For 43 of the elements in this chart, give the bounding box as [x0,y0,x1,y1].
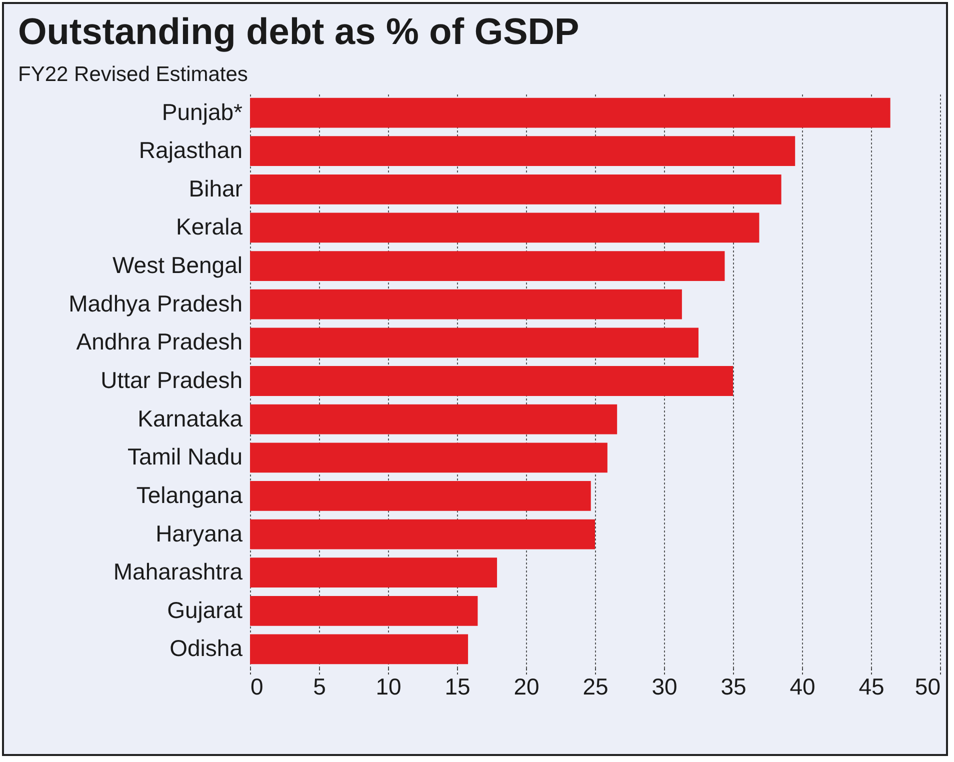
bar [250,519,595,550]
chart-title: Outstanding debt as % of GSDP [18,11,580,52]
y-tick-label: Madhya Pradesh [68,290,242,316]
bar [250,251,725,281]
y-tick-label: West Bengal [112,252,242,278]
x-tick-label: 40 [790,674,816,700]
y-tick-label: Odisha [170,635,243,662]
x-tick-label: 20 [514,674,540,700]
bar [250,404,618,434]
bar [250,596,478,626]
x-tick-label: 0 [250,674,264,700]
y-tick-label: Karnataka [138,405,243,432]
y-tick-label: Haryana [156,520,243,546]
bar [250,558,498,588]
y-tick-label: Punjab* [162,98,243,125]
bar [250,442,608,473]
y-tick-label: Maharashtra [113,558,243,585]
y-tick-label: Uttar Pradesh [100,367,242,393]
y-tick-label: Kerala [176,214,243,240]
bar [250,212,760,243]
bar [250,136,796,166]
x-tick-label: 30 [652,674,678,700]
bar [250,98,890,128]
x-tick-label: 50 [914,674,940,700]
chart-subtitle: FY22 Revised Estimates [18,63,248,86]
x-tick-label: 25 [582,674,608,700]
x-tick-label: 5 [313,674,326,700]
x-tick-label: 10 [376,674,402,700]
x-tick-label: 45 [858,674,884,700]
y-tick-label: Rajasthan [138,137,242,164]
bar [250,174,782,204]
y-tick-label: Andhra Pradesh [76,328,242,355]
bar [250,289,682,320]
x-tick-label: 35 [720,674,746,700]
bar [250,328,698,358]
bar [250,634,468,664]
y-tick-label: Bihar [188,175,243,202]
x-tick-label: 15 [444,674,470,700]
y-tick-label: Tamil Nadu [127,444,242,470]
y-tick-label: Telangana [136,482,243,508]
bar [250,481,591,511]
bar [250,366,733,396]
y-tick-label: Gujarat [167,596,244,623]
